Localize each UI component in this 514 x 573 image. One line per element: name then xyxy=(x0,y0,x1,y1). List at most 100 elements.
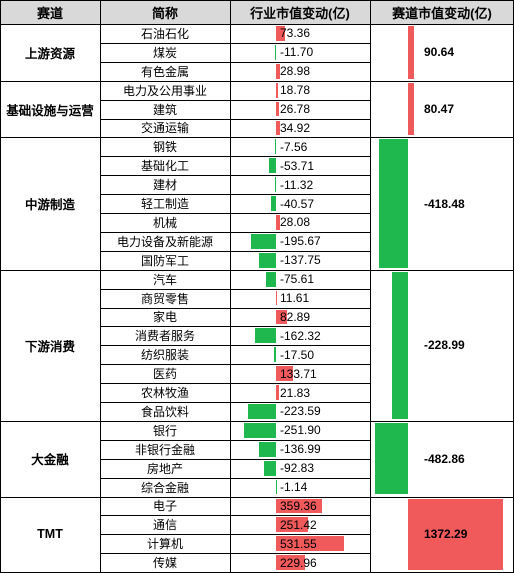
header-industry: 简称 xyxy=(100,0,230,24)
industry-change-value: 251.42 xyxy=(280,517,317,533)
industry-change-bar xyxy=(275,139,276,154)
industry-change-value: -92.83 xyxy=(280,460,314,476)
track-change-bar xyxy=(392,272,408,419)
industry-change-value: -1.14 xyxy=(280,479,307,495)
industry-name: 交通运输 xyxy=(100,119,230,138)
grid-line xyxy=(100,553,370,554)
industry-change-bar xyxy=(275,45,276,60)
grid-line xyxy=(100,43,370,44)
track-name: 下游消费 xyxy=(0,270,100,421)
grid-line xyxy=(100,119,370,120)
industry-change-bar xyxy=(274,347,276,362)
industry-name: 纺织服装 xyxy=(100,345,230,364)
industry-change-value: -53.71 xyxy=(280,158,314,174)
industry-change-value: -251.90 xyxy=(280,422,321,438)
track-change-value: -482.86 xyxy=(424,451,465,467)
track-change-bar xyxy=(408,26,414,79)
industry-name: 农林牧渔 xyxy=(100,383,230,402)
industry-change-value: -195.67 xyxy=(280,233,321,249)
industry-name: 电子 xyxy=(100,497,230,516)
grid-line xyxy=(100,459,370,460)
industry-name: 建筑 xyxy=(100,100,230,119)
industry-change-value: -11.70 xyxy=(280,44,313,60)
industry-change-bar xyxy=(266,272,276,287)
industry-name: 电力设备及新能源 xyxy=(100,232,230,251)
industry-change-value: 18.78 xyxy=(280,82,310,98)
grid-line xyxy=(0,0,1,572)
industry-name: 计算机 xyxy=(100,534,230,553)
industry-change-value: 34.92 xyxy=(280,120,310,136)
grid-line xyxy=(100,515,370,516)
industry-name: 煤炭 xyxy=(100,43,230,62)
track-name: TMT xyxy=(0,497,100,573)
grid-line xyxy=(100,0,101,572)
industry-name: 银行 xyxy=(100,421,230,440)
grid-line xyxy=(100,232,370,233)
industry-change-value: 73.36 xyxy=(280,25,310,41)
track-name: 中游制造 xyxy=(0,137,100,269)
industry-name: 机械 xyxy=(100,213,230,232)
grid-line xyxy=(100,175,370,176)
industry-change-bar xyxy=(276,291,277,306)
track-name: 基础设施与运营 xyxy=(0,81,100,138)
industry-name: 有色金属 xyxy=(100,62,230,81)
industry-name: 石油石化 xyxy=(100,24,230,43)
industry-change-value: 28.08 xyxy=(280,214,310,230)
track-change-value: 90.64 xyxy=(424,44,454,60)
industry-change-value: 229.96 xyxy=(280,555,317,571)
industry-change-bar xyxy=(248,404,276,419)
industry-change-bar xyxy=(259,442,276,457)
industry-change-value: -137.75 xyxy=(280,252,321,268)
industry-change-value: 531.55 xyxy=(280,536,317,552)
industry-name: 国防军工 xyxy=(100,251,230,270)
track-change-bar xyxy=(379,139,408,267)
industry-name: 医药 xyxy=(100,364,230,383)
industry-change-value: -223.59 xyxy=(280,403,321,419)
track-name: 上游资源 xyxy=(0,24,100,81)
industry-name: 轻工制造 xyxy=(100,194,230,213)
industry-change-value: 359.36 xyxy=(280,498,317,514)
grid-line xyxy=(100,213,370,214)
track-change-value: 80.47 xyxy=(424,101,454,117)
track-change-value: -418.48 xyxy=(424,196,465,212)
grid-line xyxy=(100,100,370,101)
industry-change-value: -136.99 xyxy=(280,441,321,457)
grid-line xyxy=(100,383,370,384)
industry-name: 食品饮料 xyxy=(100,402,230,421)
grid-line xyxy=(370,0,371,572)
grid-line xyxy=(0,0,514,1)
industry-name: 电力及公用事业 xyxy=(100,81,230,100)
industry-name: 商贸零售 xyxy=(100,289,230,308)
industry-change-bar xyxy=(255,328,276,343)
industry-name: 非银行金融 xyxy=(100,440,230,459)
industry-name: 传媒 xyxy=(100,553,230,572)
grid-line xyxy=(100,156,370,157)
track-change-value: 1372.29 xyxy=(424,526,467,542)
industry-change-bar xyxy=(276,83,278,98)
industry-change-bar xyxy=(264,461,276,476)
track-name: 大金融 xyxy=(0,421,100,497)
industry-change-value: -11.32 xyxy=(280,177,313,193)
industry-change-value: -40.57 xyxy=(280,196,314,212)
track-change-value: -228.99 xyxy=(424,337,465,353)
industry-change-value: 26.78 xyxy=(280,101,310,117)
industry-change-bar xyxy=(276,385,279,400)
grid-line xyxy=(100,364,370,365)
grid-line xyxy=(100,194,370,195)
header-track-change: 赛道市值变动(亿) xyxy=(370,0,514,24)
grid-line xyxy=(100,402,370,403)
track-change-bar xyxy=(408,83,414,136)
grid-line xyxy=(100,289,370,290)
industry-name: 汽车 xyxy=(100,270,230,289)
grid-line xyxy=(100,308,370,309)
grid-line xyxy=(100,478,370,479)
industry-name: 基础化工 xyxy=(100,156,230,175)
industry-change-value: 133.71 xyxy=(280,366,317,382)
track-change-bar xyxy=(375,423,408,495)
industry-change-bar xyxy=(276,102,279,117)
industry-change-bar xyxy=(251,234,276,249)
industry-change-value: 28.98 xyxy=(280,63,310,79)
industry-name: 家电 xyxy=(100,308,230,327)
header-track: 赛道 xyxy=(0,0,100,24)
